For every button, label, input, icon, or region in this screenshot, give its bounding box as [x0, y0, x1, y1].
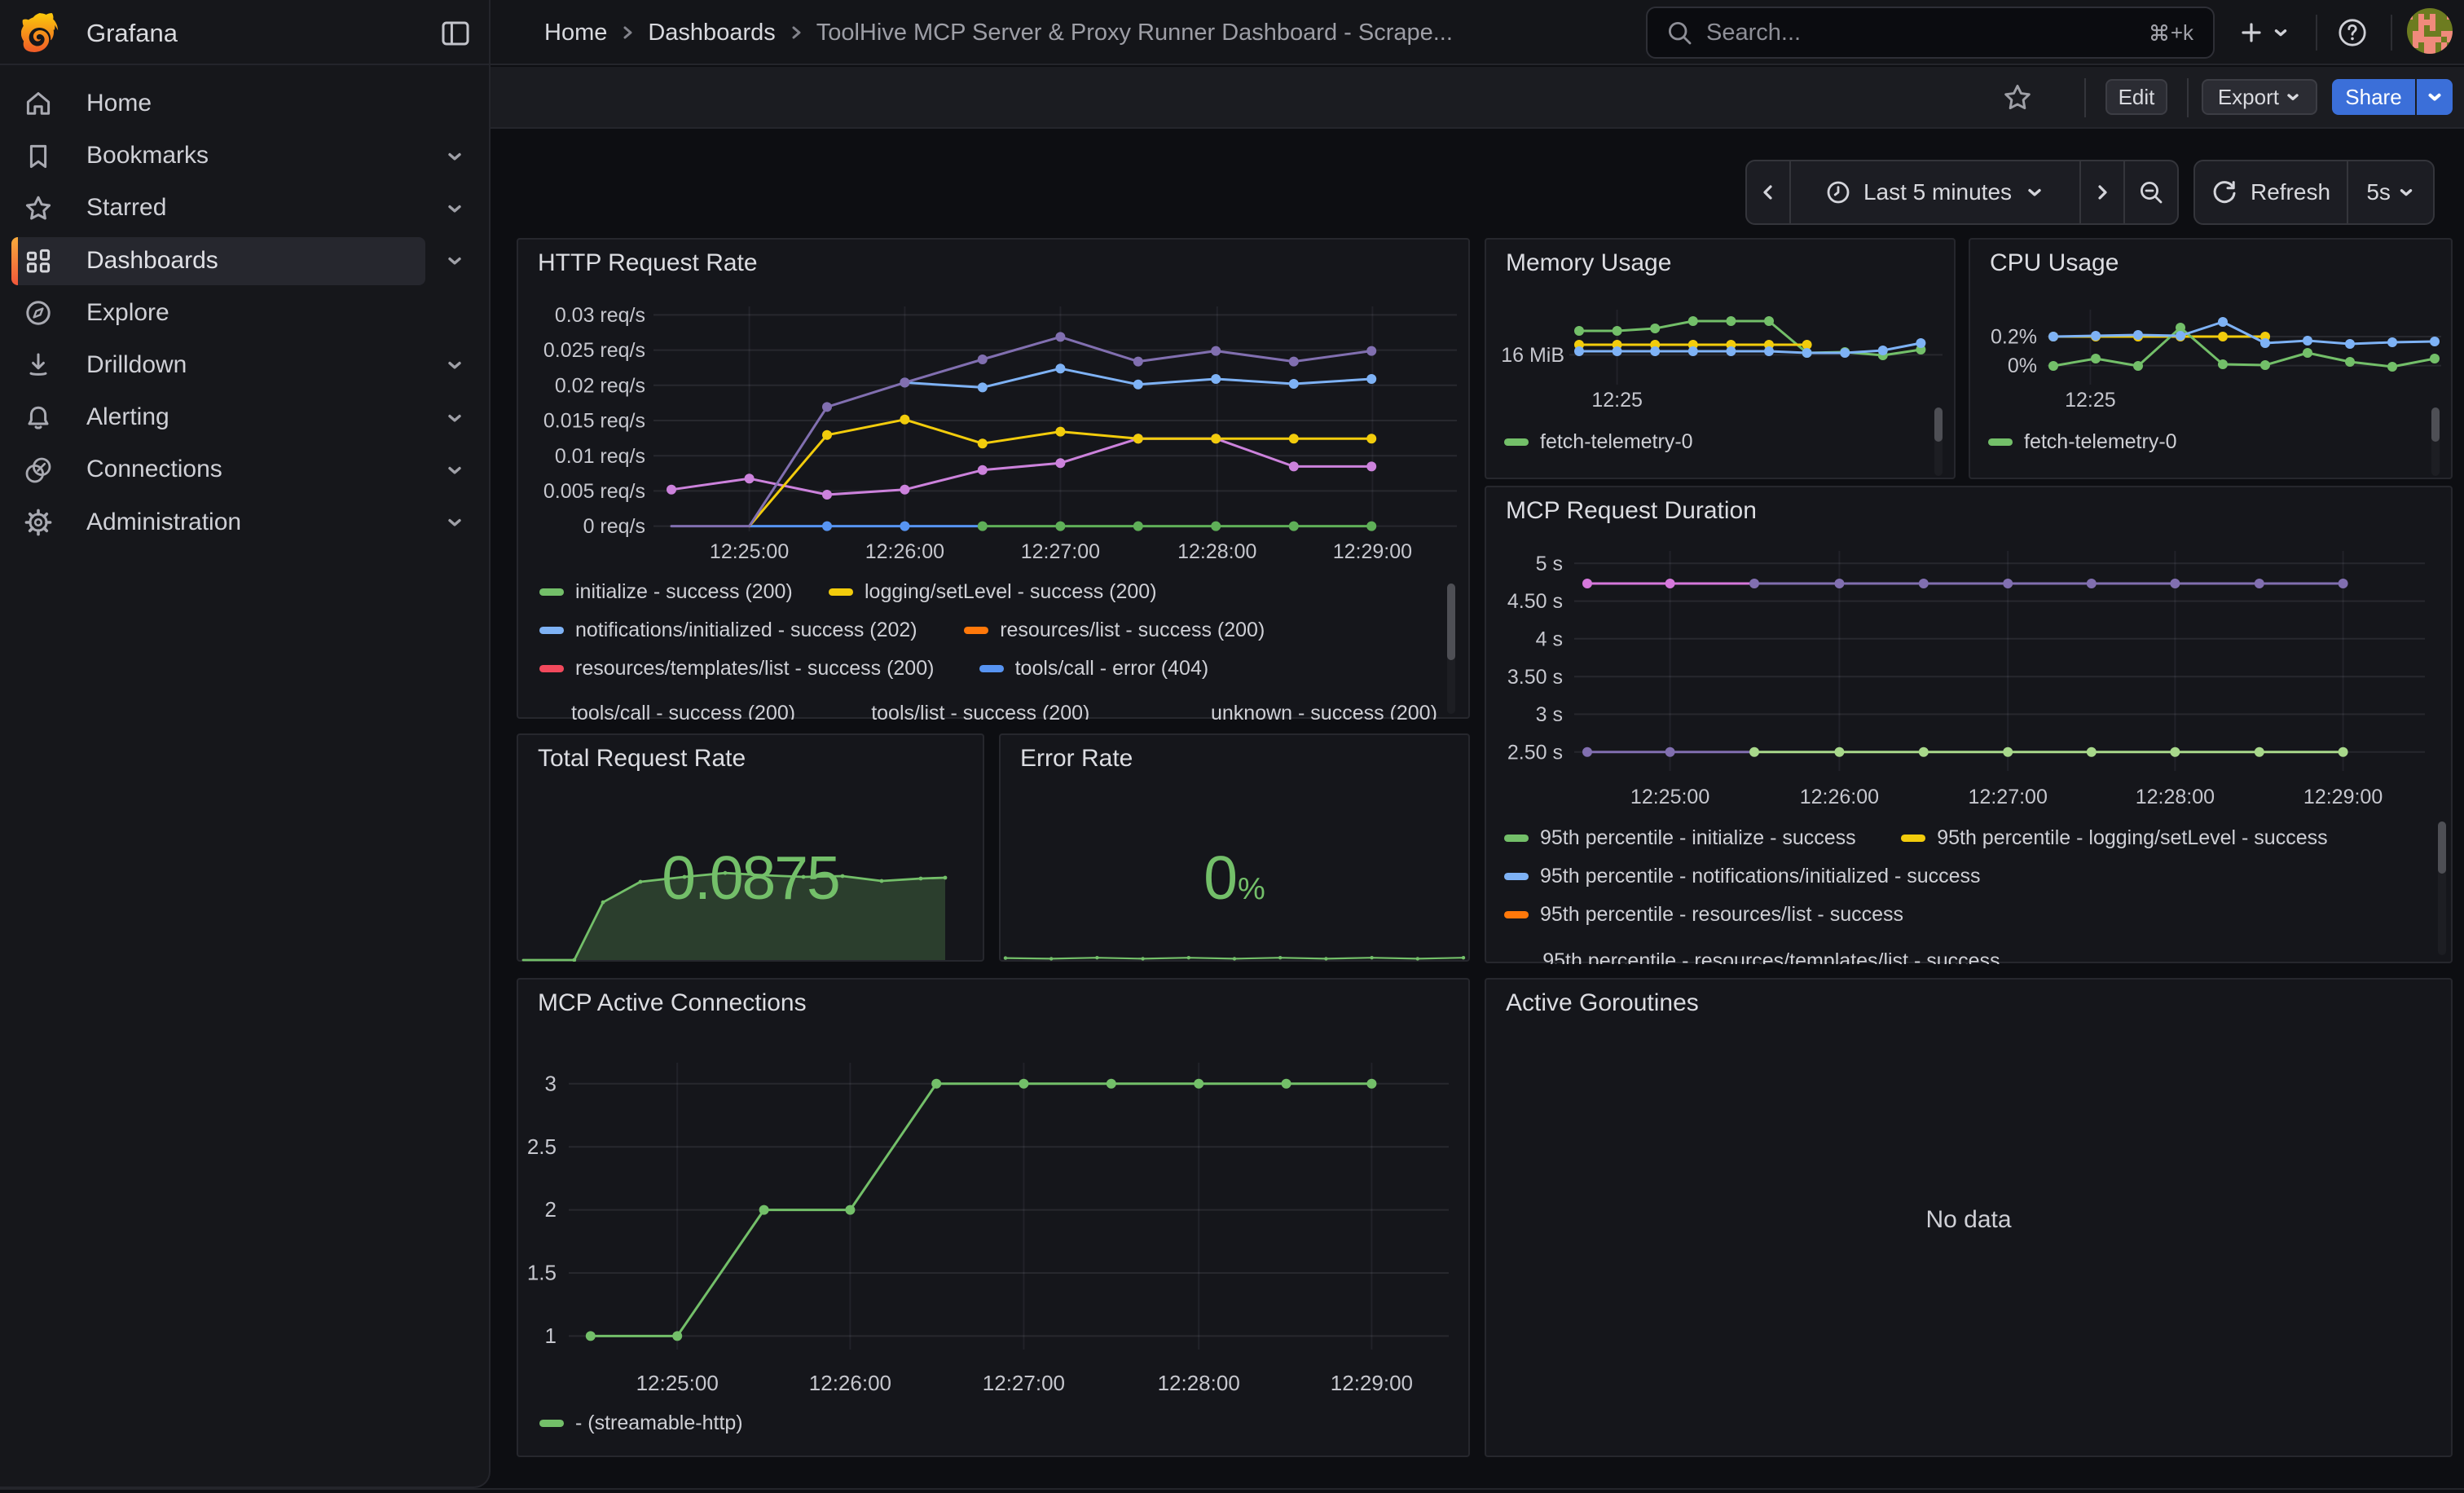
svg-text:4.50 s: 4.50 s: [1507, 590, 1563, 613]
svg-text:1: 1: [545, 1323, 557, 1348]
svg-text:0.005 req/s: 0.005 req/s: [543, 480, 645, 503]
svg-text:12:26:00: 12:26:00: [809, 1371, 891, 1395]
svg-text:0 req/s: 0 req/s: [583, 515, 645, 538]
svg-text:4 s: 4 s: [1536, 628, 1563, 650]
svg-text:3 s: 3 s: [1536, 703, 1563, 726]
svg-text:12:29:00: 12:29:00: [1331, 1371, 1413, 1395]
svg-text:0.01 req/s: 0.01 req/s: [555, 445, 645, 468]
svg-text:3.50 s: 3.50 s: [1507, 666, 1563, 689]
svg-text:2.50 s: 2.50 s: [1507, 741, 1563, 764]
svg-text:12:29:00: 12:29:00: [2303, 786, 2383, 808]
svg-text:5 s: 5 s: [1536, 553, 1563, 575]
svg-text:2: 2: [545, 1197, 557, 1222]
svg-text:12:29:00: 12:29:00: [1333, 540, 1412, 563]
svg-text:12:27:00: 12:27:00: [983, 1371, 1065, 1395]
svg-text:12:25: 12:25: [1591, 389, 1643, 412]
svg-text:0.02 req/s: 0.02 req/s: [555, 374, 645, 397]
svg-text:1.5: 1.5: [527, 1261, 557, 1285]
svg-text:12:26:00: 12:26:00: [865, 540, 944, 563]
svg-text:16 MiB: 16 MiB: [1501, 344, 1564, 367]
svg-text:12:28:00: 12:28:00: [1158, 1371, 1240, 1395]
svg-text:12:25:00: 12:25:00: [710, 540, 789, 563]
svg-text:3: 3: [545, 1071, 557, 1095]
svg-text:0.2%: 0.2%: [1991, 326, 2037, 349]
svg-text:0.025 req/s: 0.025 req/s: [543, 339, 645, 362]
svg-text:0.03 req/s: 0.03 req/s: [555, 304, 645, 327]
svg-text:12:27:00: 12:27:00: [1021, 540, 1100, 563]
svg-text:12:26:00: 12:26:00: [1800, 786, 1879, 808]
svg-text:12:27:00: 12:27:00: [1969, 786, 2048, 808]
svg-text:12:25:00: 12:25:00: [1630, 786, 1709, 808]
svg-text:12:25: 12:25: [2065, 389, 2116, 412]
svg-text:0%: 0%: [2008, 355, 2037, 377]
svg-text:12:25:00: 12:25:00: [636, 1371, 719, 1395]
svg-text:2.5: 2.5: [527, 1134, 557, 1159]
svg-text:12:28:00: 12:28:00: [2136, 786, 2215, 808]
svg-text:12:28:00: 12:28:00: [1177, 540, 1256, 563]
svg-text:0.015 req/s: 0.015 req/s: [543, 410, 645, 433]
